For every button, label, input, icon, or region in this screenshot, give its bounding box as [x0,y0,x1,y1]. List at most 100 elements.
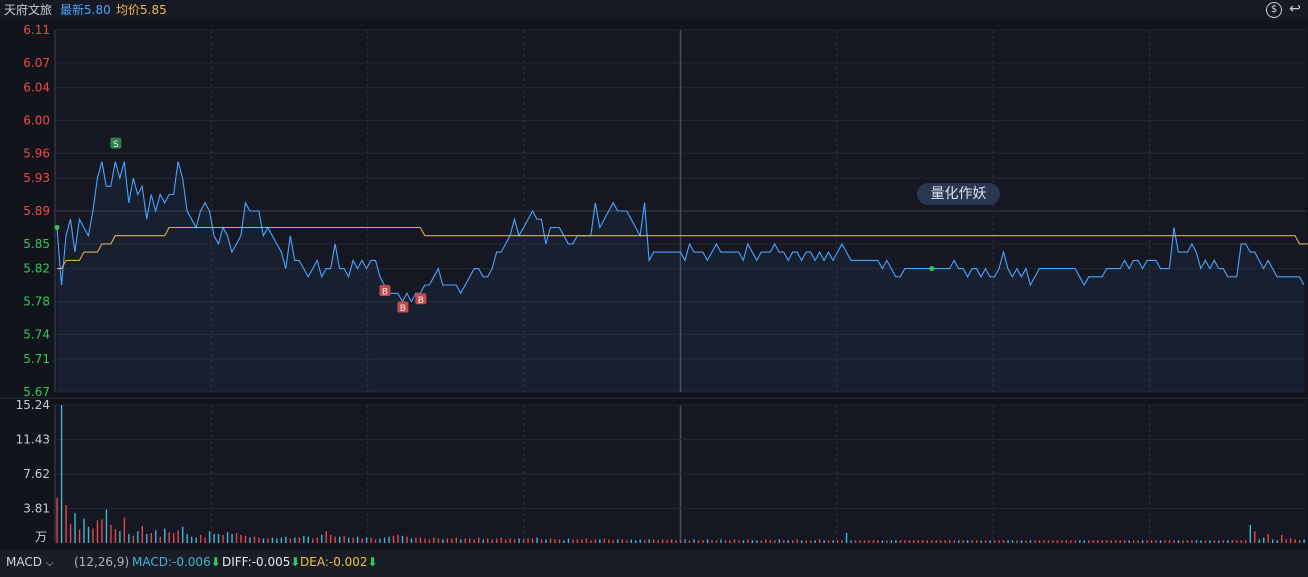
signal-dot [929,266,935,272]
volume-bar [146,533,148,543]
indicator-select[interactable]: MACD ⌵ [6,550,53,576]
volume-bar [181,526,184,543]
volume-bar [608,539,610,543]
volume-bar [401,535,404,543]
volume-bar [1132,540,1135,543]
volume-bar [110,524,112,543]
volume-bar [325,531,327,543]
volume-bar [774,540,776,543]
volume-bar [249,537,251,543]
volume-bar [1137,540,1139,543]
volume-bar [374,539,377,543]
volume-bar [966,540,969,543]
volume-tick-label: 11.43 [16,433,50,447]
volume-bar [742,540,745,543]
volume-bar [895,540,897,543]
volume-bar [244,535,247,543]
volume-unit-label: 万 [35,530,47,544]
volume-bar [751,540,754,543]
volume-bar [253,536,256,543]
volume-bar [886,540,888,543]
volume-bar [280,537,283,543]
volume-bar [446,538,449,543]
start-point-dot [54,224,60,230]
volume-bar [114,529,117,543]
back-arrow-icon[interactable]: ↩ [1289,1,1301,17]
volume-bar [119,531,121,543]
volume-bar [1020,540,1023,543]
volume-bar [652,539,655,543]
volume-bar [993,540,996,543]
volume-bar [1285,539,1287,543]
volume-bar [240,534,242,543]
volume-bar [442,539,444,543]
volume-bar [78,529,81,543]
volume-bar [1092,540,1094,543]
volume-bar [715,540,718,543]
volume-bar [1272,539,1274,543]
volume-bar [540,539,543,543]
volume-bar [1186,540,1189,543]
diff-value-text: DIFF:-0.005 [222,555,291,569]
volume-bar [599,539,601,543]
volume-bar [693,539,695,543]
volume-bar [482,539,484,543]
volume-bar [738,540,740,543]
volume-bar [926,540,929,543]
volume-tick-label: 3.81 [23,502,50,516]
volume-bar [827,540,830,543]
volume-bar [258,537,260,543]
price-tick-label: 5.82 [23,262,50,276]
volume-bar [419,537,422,543]
volume-bar [455,537,458,543]
sell-marker [110,137,122,149]
volume-bar [868,540,870,543]
volume-bar [760,540,763,543]
volume-bar [769,540,772,543]
volume-bar [765,539,767,543]
marker-label: B [400,304,406,314]
volume-bar [1083,540,1086,543]
volume-bar [531,538,534,543]
volume-bar [509,538,511,543]
volume-bar [805,540,807,543]
volume-bar [922,540,924,543]
volume-bar [190,536,193,543]
volume-bar [1240,540,1243,543]
volume-bar [747,539,749,543]
volume-bar [356,536,359,543]
volume-bar [137,531,139,543]
volume-bar [469,538,471,543]
volume-bar [729,540,731,543]
volume-bar [1222,540,1225,543]
volume-bar [334,536,336,543]
volume-bar [1177,540,1180,543]
volume-bar [657,540,659,543]
marker-label: S [113,140,119,150]
volume-bar [594,539,597,543]
volume-bar [186,533,188,543]
volume-bar [1289,538,1292,543]
volume-bar [1047,540,1050,543]
volume-bar [451,538,453,543]
volume-bar [361,538,363,543]
volume-bar [1155,540,1157,543]
volume-bar [316,537,318,543]
volume-bar [96,520,99,543]
volume-bar [670,539,673,543]
volume-bar [949,540,951,543]
volume-bar [478,537,480,543]
settings-coin-icon[interactable]: $ [1266,2,1282,18]
volume-bar [572,539,574,543]
volume-bar [590,540,592,543]
volume-bar [473,539,475,543]
volume-bar [998,540,1000,543]
volume-bar [899,540,902,543]
volume-bar [850,540,852,543]
volume-bar [1097,540,1099,543]
average-price-line [57,226,1308,270]
volume-bar [666,540,668,543]
price-line [56,161,1305,303]
buy-marker [415,293,427,305]
volume-bar [312,538,314,543]
